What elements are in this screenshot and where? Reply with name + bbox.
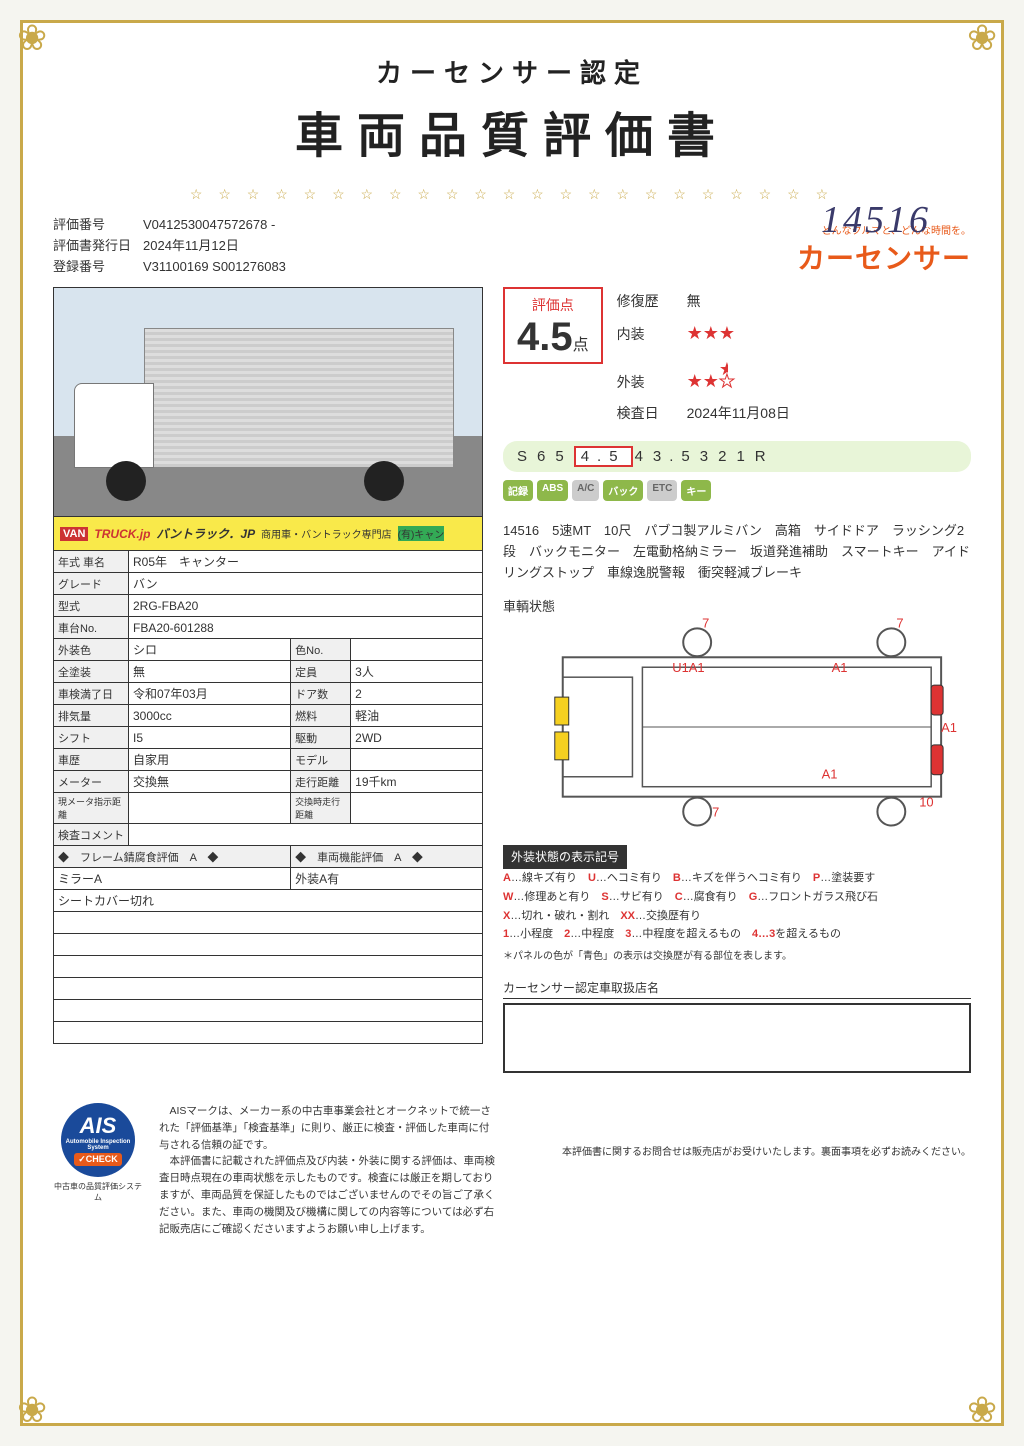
svg-text:7: 7 [896, 617, 903, 630]
legend-row: A…線キズ有り U…ヘコミ有り B…キズを伴うヘコミ有り P…塗装要す [503, 869, 971, 888]
score-box: 評価点 4.5点 [503, 287, 603, 364]
dealer-van-badge: VAN [60, 527, 88, 541]
grade-scale-item: 5 [555, 448, 571, 465]
feature-icon: A/C [572, 480, 599, 501]
feature-icon: ABS [537, 480, 568, 501]
corner-ornament: ❀ [17, 1389, 57, 1429]
ratings-block: 修復歴無 内装★★★ 外装★★★★ 検査日2024年11月08日 [617, 287, 790, 427]
exterior-label: 外装 [617, 368, 687, 396]
score-label: 評価点 [517, 295, 589, 315]
dealer-kana: バントラック．JP [156, 525, 255, 542]
feature-icon: ETC [647, 480, 677, 501]
meta-info: 評価番号V0412530047572678 - 評価書発行日2024年11月12… [53, 215, 286, 277]
brand-logo: カーセンサー [797, 237, 971, 277]
grade-scale-item: 2 [718, 448, 734, 465]
grade-scale-item: R [755, 448, 774, 465]
svg-text:U1A1: U1A1 [672, 660, 704, 675]
repair-history-value: 無 [687, 293, 701, 309]
grade-scale-bar: S654.543.5321R [503, 441, 971, 472]
svg-text:7: 7 [702, 617, 709, 630]
truck-outline-svg: U1A1 A1 A1 A1 7 7 7 10 [503, 617, 971, 827]
corner-ornament: ❀ [17, 17, 57, 57]
reg-number-value: V31100169 S001276083 [143, 259, 286, 274]
dealer-sub: 商用車・バントラック専門店 [261, 526, 392, 541]
certificate-frame: ❀ ❀ ❀ ❀ カーセンサー認定 車両品質評価書 14516 ☆ ☆ ☆ ☆ ☆… [20, 20, 1004, 1426]
ais-line: Automobile Inspection System [61, 1139, 135, 1151]
repair-history-label: 修復歴 [617, 287, 687, 315]
legend-row: W…修理あと有り S…サビ有り C…腐食有り G…フロントガラス飛び石 [503, 888, 971, 907]
svg-text:10: 10 [919, 794, 933, 809]
issue-date-label: 評価書発行日 [53, 236, 143, 257]
ais-subtitle: 中古車の品質評価システム [53, 1181, 143, 1203]
eval-number-label: 評価番号 [53, 215, 143, 236]
vehicle-description: 14516 5速MT 10尺 パブコ製アルミバン 高箱 サイドドア ラッシング2… [503, 521, 971, 583]
grade-scale-item: 4.5 [574, 446, 633, 467]
dealer-name-box [503, 1003, 971, 1073]
dealer-banner: VAN TRUCK.jp バントラック．JP 商用車・バントラック専門店 (有)… [53, 517, 483, 551]
svg-text:7: 7 [712, 804, 719, 819]
dealer-suffix: (有)キャン [398, 526, 445, 541]
corner-ornament: ❀ [967, 1389, 1007, 1429]
corner-ornament: ❀ [967, 17, 1007, 57]
spec-value: R05年 キャンター [129, 551, 483, 573]
svg-text:A1: A1 [832, 660, 848, 675]
legend-row: 1…小程度 2…中程度 3…中程度を超えるもの 4…3を超えるもの [503, 925, 971, 944]
dealer-name-section: カーセンサー認定車取扱店名 [503, 979, 971, 1073]
legend-row: X…切れ・破れ・割れ XX…交換歴有り [503, 907, 971, 926]
half-star-icon: ★ [719, 351, 728, 387]
legend-note: ＊パネルの色が「青色」の表示は交換歴が有る部位を表します。 [503, 948, 971, 965]
ais-logo-text: AIS [80, 1113, 117, 1139]
star-icon: ★★★ [687, 323, 735, 343]
star-icon: ★★ [687, 371, 719, 391]
inspect-date-value: 2024年11月08日 [687, 405, 790, 421]
ais-check-badge: ✓CHECK [74, 1153, 122, 1166]
svg-text:A1: A1 [941, 720, 957, 735]
dealer-truck-text: TRUCK.jp [94, 527, 150, 541]
feature-icon-row: 記録ABSA/CバックETCキー [503, 480, 971, 501]
footer-disclaimer: AISマークは、メーカー系の中古車事業会社とオークネットで統一された「評価基準」… [159, 1103, 499, 1237]
legend-title: 外装状態の表示記号 [503, 845, 627, 869]
interior-label: 内装 [617, 320, 687, 348]
grade-scale-item: S [517, 448, 535, 465]
certification-title: 車両品質評価書 [53, 96, 971, 166]
score-unit: 点 [573, 337, 589, 354]
legend-box: 外装状態の表示記号 A…線キズ有り U…ヘコミ有り B…キズを伴うヘコミ有り P… [503, 845, 971, 965]
inspect-date-label: 検査日 [617, 399, 687, 427]
grade-scale-item: 1 [736, 448, 752, 465]
footer-note: 本評価書に関するお問合せは販売店がお受けいたします。裏面事項を必ずお読みください… [515, 1143, 971, 1158]
reg-number-label: 登録番号 [53, 257, 143, 278]
dealer-section-title: カーセンサー認定車取扱店名 [503, 979, 971, 999]
handwritten-stock-number: 14516 [821, 198, 931, 242]
diagram-title: 車輌状態 [503, 596, 971, 615]
vehicle-photo [53, 287, 483, 517]
score-value: 4.5 [517, 315, 573, 359]
grade-scale-item: 4 [635, 448, 651, 465]
grade-scale-item: 3.5 [653, 448, 698, 465]
grade-scale-item: 3 [700, 448, 716, 465]
eval-number-value: V0412530047572678 - [143, 217, 275, 232]
grade-scale-item: 6 [537, 448, 553, 465]
issue-date-value: 2024年11月12日 [143, 238, 239, 253]
spec-table: 年式 車名R05年 キャンター グレードバン 型式2RG-FBA20 車台No.… [53, 550, 483, 1044]
vehicle-condition-diagram: 車輌状態 U1A1 A1 A1 A1 7 7 7 10 [503, 596, 971, 827]
ais-badge: AIS Automobile Inspection System ✓CHECK … [53, 1103, 143, 1203]
feature-icon: 記録 [503, 480, 533, 501]
feature-icon: バック [603, 480, 643, 501]
spec-label: 年式 車名 [54, 551, 129, 573]
feature-icon: キー [681, 480, 711, 501]
certification-subtitle: カーセンサー認定 [53, 53, 971, 90]
svg-text:A1: A1 [822, 767, 838, 782]
